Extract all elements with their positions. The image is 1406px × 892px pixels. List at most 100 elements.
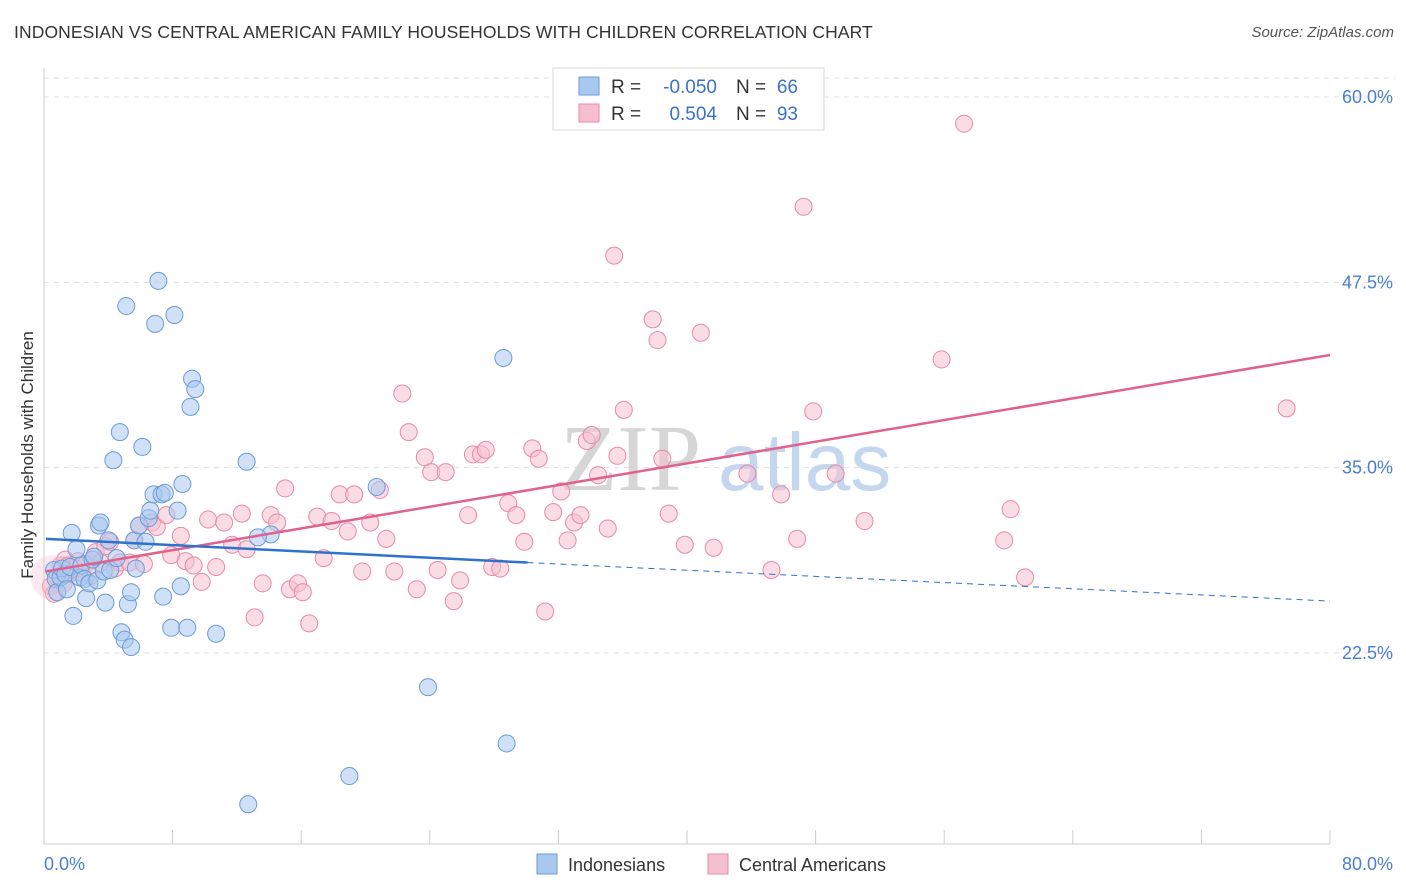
indonesians-point	[239, 795, 258, 814]
central-americans-point	[1016, 568, 1035, 587]
central-americans-point	[476, 440, 495, 459]
legend-n-value-1: 66	[777, 77, 798, 98]
central-americans-point	[444, 592, 463, 611]
central-americans-point	[955, 114, 974, 133]
central-americans-point	[300, 614, 319, 633]
bottom-legend: Indonesians Central Americans	[536, 853, 886, 875]
indonesians-point	[173, 474, 192, 493]
central-americans-point	[558, 531, 577, 550]
indonesians-point	[91, 513, 110, 532]
source-label: Source: ZipAtlas.com	[1251, 24, 1394, 41]
indonesians-point	[104, 451, 123, 470]
central-americans-point	[582, 426, 601, 445]
central-americans-point	[1277, 399, 1296, 418]
bottom-legend-indonesians: Indonesians	[568, 855, 665, 875]
central-americans-point	[171, 526, 190, 545]
indonesians-trend-line	[45, 537, 528, 564]
y-tick-label: 47.5%	[1342, 272, 1393, 292]
legend-box: R = -0.050 N = 66 R = 0.504 N = 93	[552, 67, 825, 131]
central-americans-point	[385, 562, 404, 581]
legend-n-value-2: 93	[777, 104, 798, 125]
indonesians-point	[117, 297, 136, 316]
central-americans-point	[589, 466, 608, 485]
central-americans-point	[608, 446, 627, 465]
indonesians-point	[237, 452, 256, 471]
watermark: ZIP atlas	[560, 407, 891, 511]
bottom-legend-swatch-central-americans	[707, 853, 729, 875]
y-axis-label: Family Households with Children	[18, 331, 37, 579]
indonesians-point	[186, 380, 205, 399]
watermark-zip: ZIP	[560, 407, 701, 511]
central-americans-point	[399, 423, 418, 442]
central-americans-point	[276, 479, 295, 498]
central-americans-point	[245, 608, 264, 627]
trend-lines	[45, 353, 1331, 602]
legend-n-label-1: N =	[736, 77, 766, 98]
indonesians-point	[141, 501, 160, 520]
central-americans-point	[691, 323, 710, 342]
indonesians-points	[45, 271, 516, 814]
central-americans-point	[184, 556, 203, 575]
indonesians-point	[154, 587, 173, 606]
central-americans-point	[207, 558, 226, 577]
central-americans-point	[215, 513, 234, 532]
indonesians-point	[136, 532, 155, 551]
central-americans-point	[659, 504, 678, 523]
central-americans-point	[338, 522, 357, 541]
central-americans-point	[515, 532, 534, 551]
legend-n-label-2: N =	[736, 104, 766, 125]
central-americans-point	[788, 529, 807, 548]
grid-lines	[44, 77, 1395, 654]
axes	[43, 68, 1331, 845]
legend-r-value-1: -0.050	[663, 77, 717, 98]
watermark-atlas: atlas	[718, 417, 891, 508]
central-americans-point	[415, 448, 434, 467]
indonesians-point	[122, 583, 141, 602]
legend-swatch-blue	[578, 76, 600, 96]
central-americans-point	[598, 519, 617, 538]
indonesians-point	[497, 734, 516, 753]
central-americans-point	[436, 463, 455, 482]
indonesians-point	[168, 501, 187, 520]
indonesians-point	[146, 314, 165, 333]
central-americans-point	[643, 310, 662, 329]
indonesians-point	[207, 624, 226, 643]
indonesians-point	[162, 618, 181, 637]
indonesians-point	[122, 638, 141, 657]
central-americans-point	[826, 464, 845, 483]
central-americans-point	[199, 510, 218, 529]
central-americans-point	[932, 350, 951, 369]
central-americans-point	[614, 400, 633, 419]
legend-r-label-1: R =	[611, 77, 641, 98]
central-americans-point	[772, 485, 791, 504]
indonesians-point	[340, 767, 359, 786]
central-americans-point	[536, 602, 555, 621]
central-americans-point	[653, 449, 672, 468]
indonesians-point	[126, 559, 145, 578]
indonesians-point	[149, 271, 168, 290]
central-americans-point	[253, 574, 272, 593]
central-americans-point	[544, 503, 563, 522]
central-americans-trend-line	[45, 353, 1331, 573]
central-americans-point	[675, 535, 694, 554]
central-americans-point	[529, 449, 548, 468]
indonesians-point	[494, 348, 513, 367]
indonesians-point	[418, 678, 437, 697]
central-americans-point	[571, 506, 590, 525]
indonesians-point	[171, 577, 190, 596]
central-americans-point	[762, 560, 781, 579]
chart-title: INDONESIAN VS CENTRAL AMERICAN FAMILY HO…	[14, 22, 873, 42]
indonesians-point	[85, 547, 104, 566]
central-americans-point	[704, 538, 723, 557]
central-americans-point	[794, 197, 813, 216]
central-americans-point	[738, 464, 757, 483]
indonesians-point	[155, 483, 174, 502]
central-americans-point	[459, 506, 478, 525]
central-americans-point	[995, 531, 1014, 550]
central-americans-point	[393, 384, 412, 403]
legend-r-label-2: R =	[611, 104, 641, 125]
central-americans-point	[804, 402, 823, 421]
central-americans-point	[855, 512, 874, 531]
indonesians-point	[62, 523, 81, 542]
